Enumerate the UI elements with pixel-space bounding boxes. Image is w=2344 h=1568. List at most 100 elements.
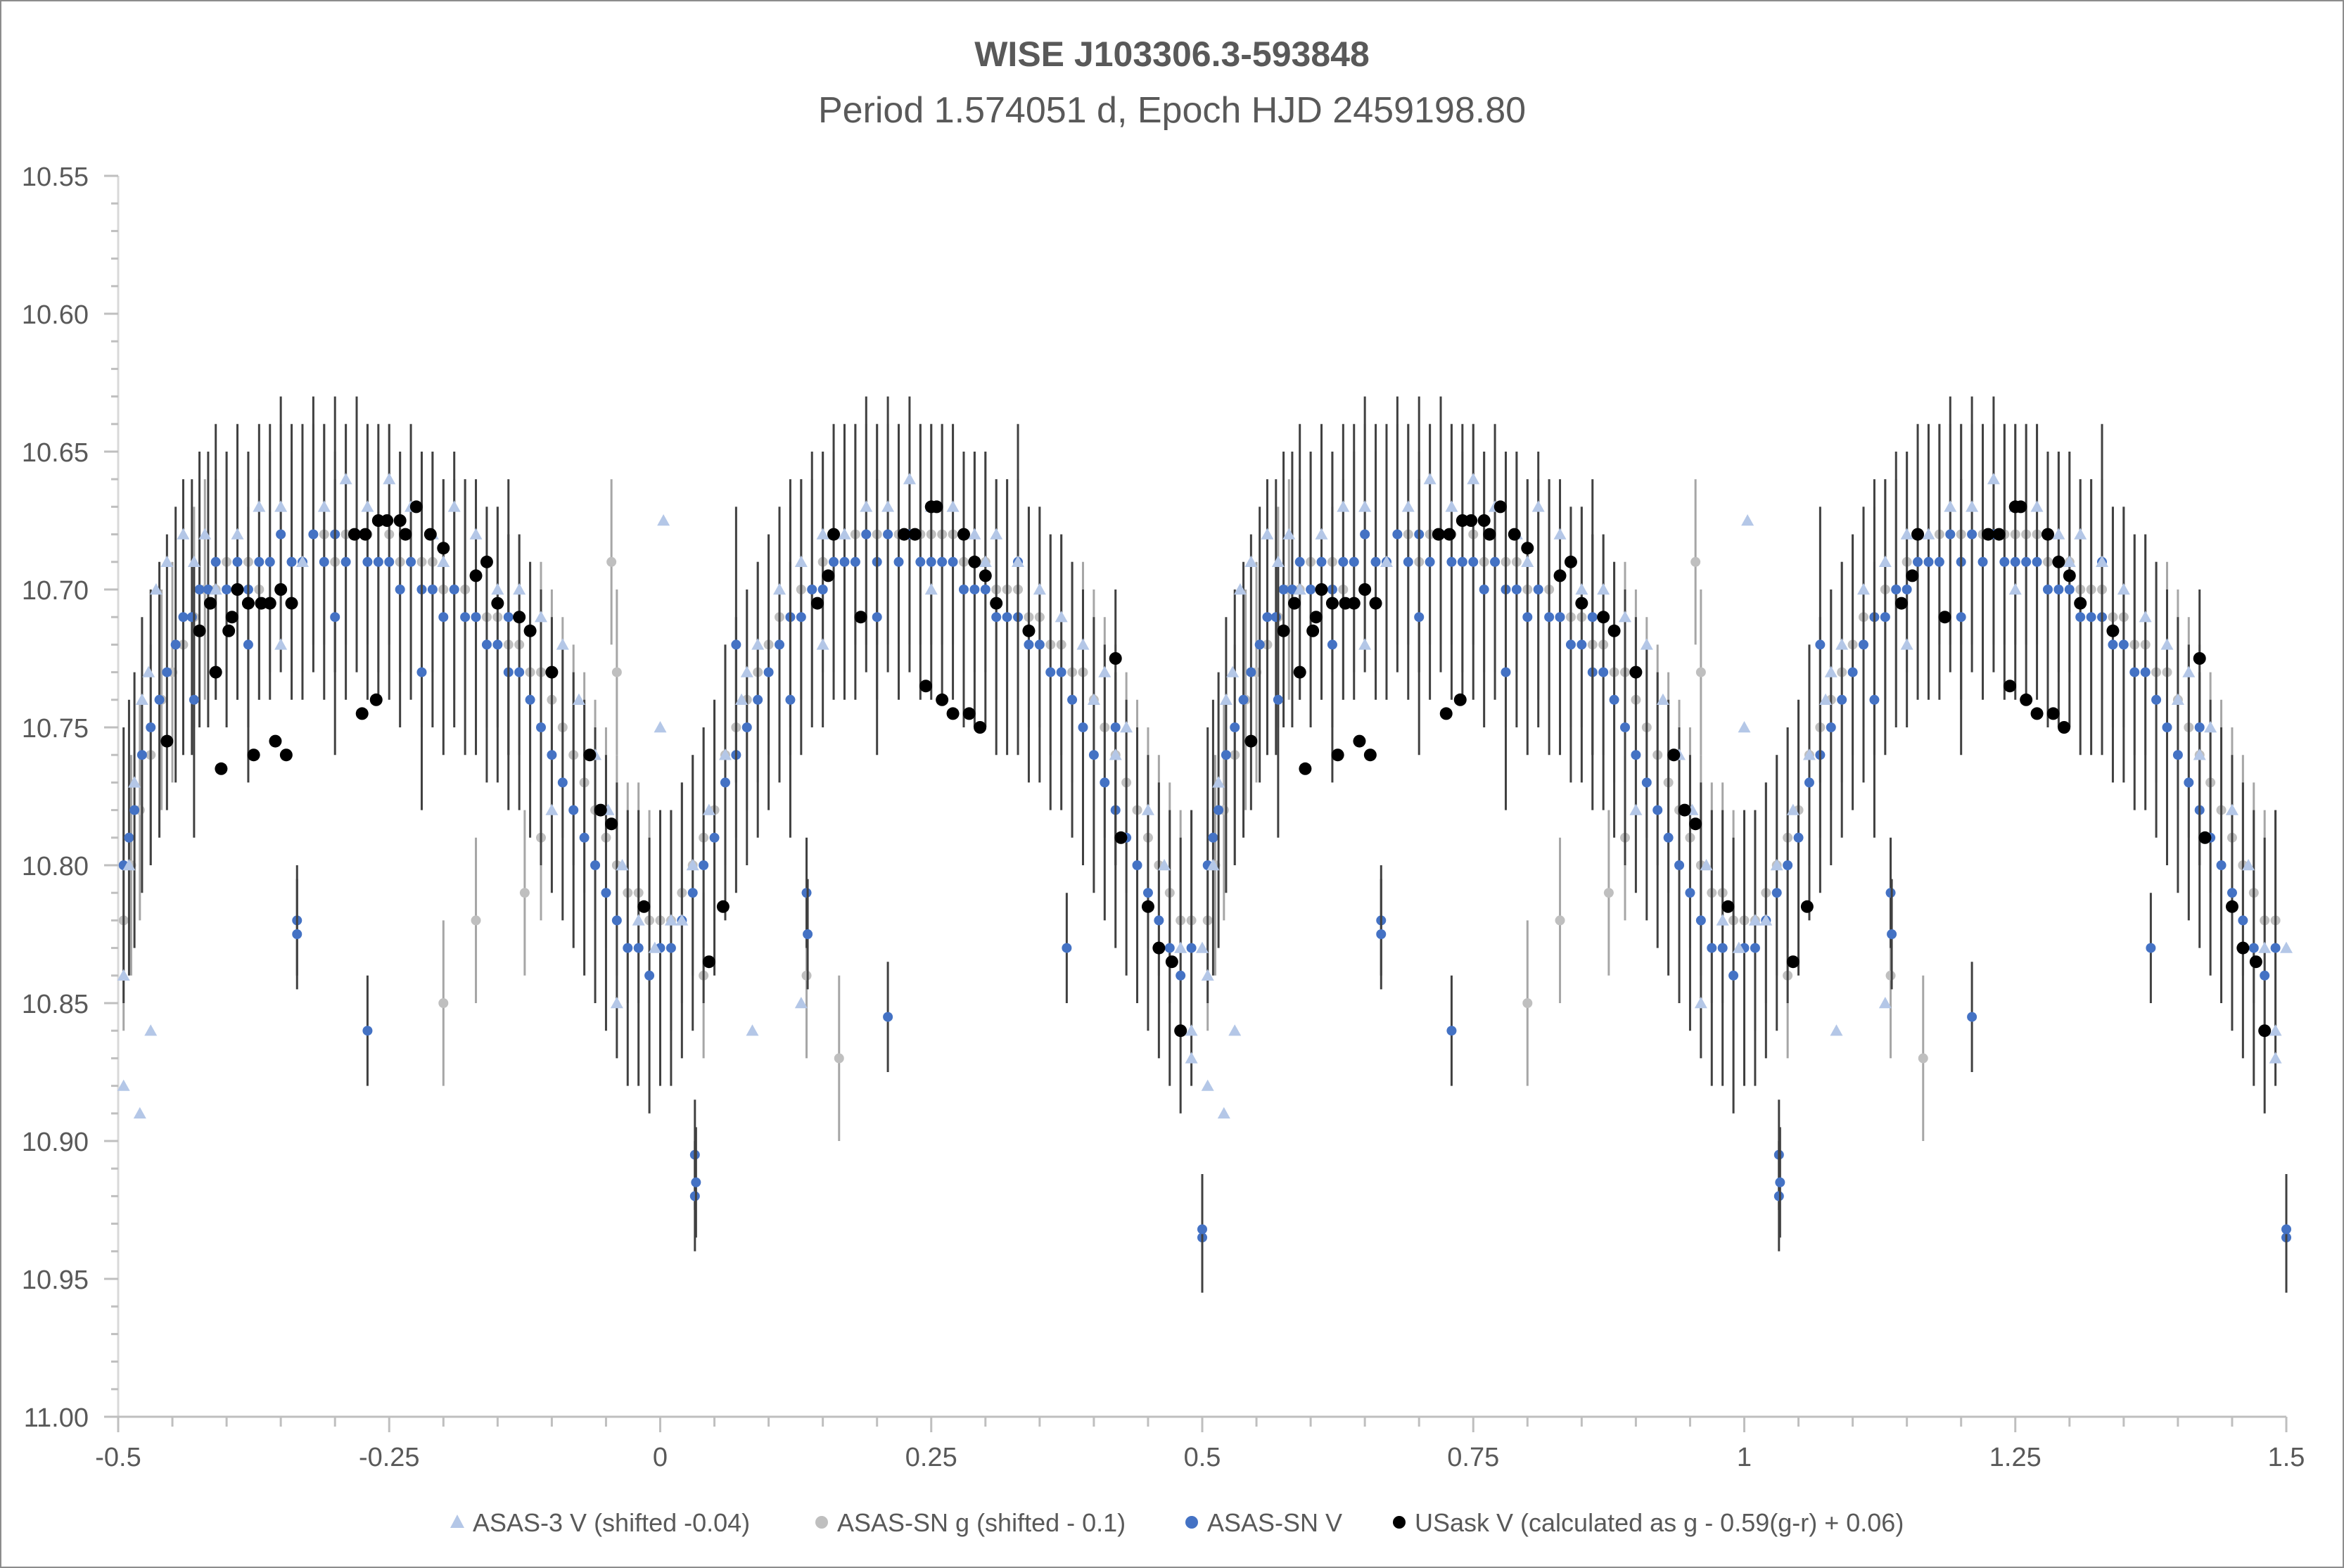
asassn-v-point bbox=[1773, 1191, 1784, 1202]
asassn-v-point bbox=[1327, 639, 1337, 650]
asas3-point bbox=[1358, 500, 1372, 512]
usask-point bbox=[968, 555, 981, 568]
asassn-v-point bbox=[1349, 556, 1359, 567]
usask-point bbox=[594, 803, 607, 817]
asas3-point bbox=[1857, 583, 1871, 595]
asassn-v-point bbox=[1154, 915, 1164, 926]
asassn-v-point bbox=[525, 694, 535, 705]
asassn-v-point bbox=[1294, 556, 1305, 567]
asassn-v-point bbox=[210, 556, 221, 567]
usask-point bbox=[2225, 900, 2238, 913]
usask-point bbox=[437, 542, 450, 555]
asas3-point bbox=[794, 555, 808, 567]
x-tick-label: 0.75 bbox=[1447, 1443, 1499, 1472]
asassn-v-point bbox=[2260, 970, 2270, 981]
usask-point bbox=[2236, 941, 2250, 955]
asas3-point bbox=[1358, 638, 1372, 650]
asassn-g-point bbox=[1522, 998, 1533, 1008]
usask-point bbox=[854, 611, 867, 624]
asas3-point bbox=[117, 969, 130, 981]
asassn-v-point bbox=[162, 667, 172, 677]
asas3-point bbox=[675, 914, 689, 926]
usask-point bbox=[2058, 721, 2071, 734]
asassn-v-point bbox=[1522, 612, 1533, 623]
asas3-point bbox=[1206, 859, 1220, 871]
usask-point bbox=[1022, 624, 1036, 637]
asassn-g-point bbox=[1918, 1053, 1928, 1064]
asassn-v-point bbox=[1977, 556, 1988, 567]
asassn-v-point bbox=[384, 556, 395, 567]
asas3-point bbox=[1233, 583, 1247, 595]
asassn-v-point bbox=[1278, 585, 1289, 594]
asassn-v-point bbox=[948, 556, 958, 567]
asas3-point bbox=[751, 638, 765, 650]
asas3-point bbox=[1445, 500, 1458, 512]
usask-point bbox=[1353, 734, 1366, 748]
asassn-v-point bbox=[2227, 888, 2237, 898]
asas3-point bbox=[361, 500, 374, 512]
usask-point bbox=[1894, 597, 1908, 610]
asassn-v-point bbox=[1511, 585, 1522, 594]
asassn-v-point bbox=[1034, 639, 1045, 650]
x-tick-label: -0.25 bbox=[359, 1443, 420, 1472]
asassn-v-point bbox=[129, 805, 140, 815]
asas3-point bbox=[149, 583, 163, 595]
usask-point bbox=[523, 624, 537, 637]
asas3-point bbox=[1201, 969, 1214, 981]
usask-point bbox=[1174, 1024, 1187, 1038]
asassn-v-point bbox=[1214, 805, 1224, 815]
asas3-point bbox=[469, 528, 483, 540]
asassn-v-point bbox=[124, 832, 134, 843]
asassn-v-point bbox=[926, 556, 936, 567]
usask-point bbox=[2249, 955, 2262, 969]
asassn-v-point bbox=[665, 943, 676, 953]
asassn-v-point bbox=[1360, 529, 1370, 540]
asassn-v-point bbox=[1887, 929, 1897, 939]
asas3-point bbox=[1575, 583, 1588, 595]
x-minor-ticks bbox=[117, 1417, 2288, 1432]
series-2 bbox=[118, 396, 2291, 1293]
usask-point bbox=[355, 707, 369, 720]
asassn-v-point bbox=[1750, 943, 1760, 953]
usask-point bbox=[160, 734, 174, 748]
usask-point bbox=[241, 597, 255, 610]
usask-point bbox=[1906, 569, 1919, 582]
asassn-v-point bbox=[1707, 943, 1717, 953]
asas3-point bbox=[2052, 528, 2065, 540]
usask-point bbox=[1299, 762, 1312, 775]
chart-title: WISE J103306.3-593848 bbox=[974, 34, 1370, 74]
asas3-point bbox=[339, 473, 352, 485]
asas3-point bbox=[2204, 721, 2217, 733]
asassn-v-point bbox=[2162, 722, 2172, 732]
asassn-v-point bbox=[2140, 667, 2151, 677]
usask-point bbox=[1306, 624, 1320, 637]
usask-point bbox=[979, 569, 992, 582]
usask-point bbox=[247, 748, 260, 762]
asassn-v-point bbox=[801, 888, 812, 898]
usask-point bbox=[1287, 597, 1301, 610]
asas3-point bbox=[838, 528, 851, 540]
asassn-v-point bbox=[395, 585, 405, 594]
asas3-point bbox=[2063, 555, 2076, 567]
asassn-v-point bbox=[1110, 722, 1121, 732]
asassn-v-point bbox=[883, 529, 893, 540]
usask-point bbox=[225, 611, 238, 624]
asas3-point bbox=[1597, 583, 1610, 595]
usask-point bbox=[2041, 528, 2054, 541]
asas3-point bbox=[1158, 859, 1171, 871]
asassn-v-point bbox=[416, 667, 427, 677]
asassn-v-point bbox=[2172, 750, 2183, 760]
asas3-point bbox=[1271, 555, 1285, 567]
usask-point bbox=[1800, 900, 1814, 913]
asassn-v-point bbox=[1132, 860, 1142, 870]
asas3-point bbox=[1055, 611, 1068, 623]
asassn-v-point bbox=[699, 860, 709, 870]
usask-point bbox=[269, 734, 282, 748]
asas3-point bbox=[1141, 803, 1154, 815]
asas3-point bbox=[1201, 1079, 1214, 1091]
asassn-v-point bbox=[1717, 943, 1728, 953]
asas3-point bbox=[1109, 748, 1122, 760]
usask-point bbox=[2074, 597, 2087, 610]
usask-point bbox=[2063, 569, 2076, 582]
x-tick-label: 0.25 bbox=[905, 1443, 957, 1472]
